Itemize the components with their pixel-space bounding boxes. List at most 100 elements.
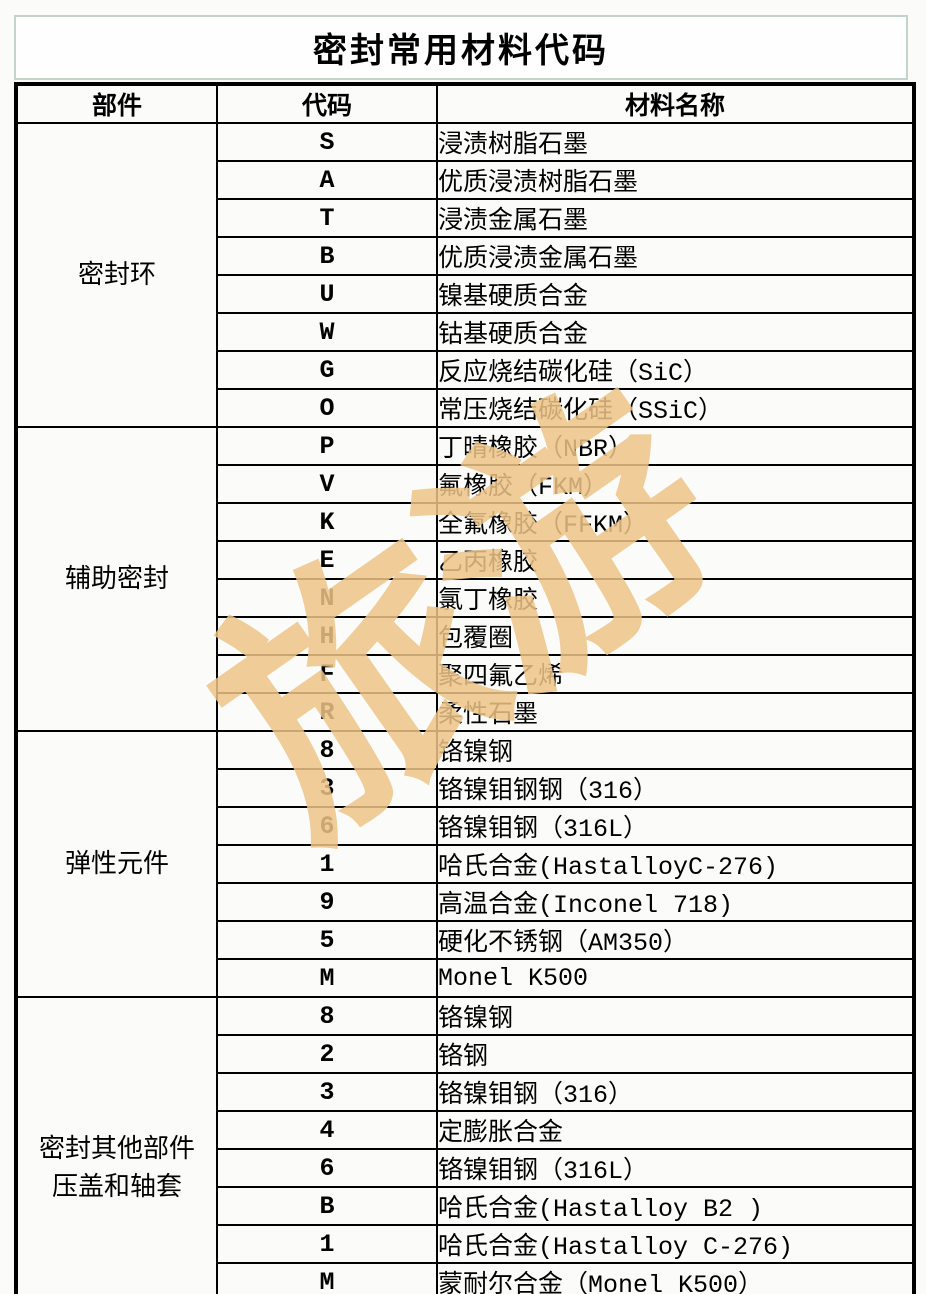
code-cell: K — [216, 502, 438, 542]
code-cell: U — [216, 274, 438, 314]
material-cell: 铬镍钼钢钢（316） — [436, 768, 915, 808]
material-cell: 聚四氟乙烯 — [436, 654, 915, 694]
table-row: F 聚四氟乙烯 — [16, 654, 915, 694]
code-cell: E — [216, 540, 438, 580]
code-cell: G — [216, 350, 438, 390]
code-cell: 3 — [216, 1072, 438, 1112]
part-cell: 弹性元件 — [15, 730, 218, 998]
material-cell: 浸渍金属石墨 — [436, 198, 915, 238]
title-box: 密封常用材料代码 — [14, 15, 908, 80]
table-row: T 浸渍金属石墨 — [16, 198, 915, 238]
code-cell: B — [216, 1186, 438, 1226]
code-cell: 9 — [216, 882, 438, 922]
code-cell: M — [216, 1262, 438, 1294]
table-row: B 优质浸渍金属石墨 — [16, 236, 915, 276]
code-cell: T — [216, 198, 438, 238]
table-row: 1 哈氏合金(HastalloyC-276) — [16, 844, 915, 884]
code-cell: 5 — [216, 920, 438, 960]
table-row: G 反应烧结碳化硅（SiC） — [16, 350, 915, 390]
code-cell: 1 — [216, 1224, 438, 1264]
table-header-row: 部件 代码 材料名称 — [15, 83, 915, 124]
table-row: 3 铬镍钼钢钢（316） — [16, 768, 915, 808]
table-row: V 氟橡胶（FKM） — [16, 464, 915, 504]
code-cell: R — [216, 692, 438, 732]
table-row: A 优质浸渍树脂石墨 — [16, 160, 915, 200]
table-row: 弹性元件 8 铬镍钢 — [15, 730, 915, 998]
code-cell: 2 — [216, 1034, 438, 1074]
material-cell: 优质浸渍金属石墨 — [436, 236, 915, 276]
table-row: 3 铬镍钼钢（316） — [16, 1072, 915, 1112]
material-cell: 铬镍钼钢（316） — [436, 1072, 915, 1112]
material-cell: Monel K500 — [436, 958, 915, 998]
material-cell: 硬化不锈钢（AM350） — [436, 920, 915, 960]
code-cell: 3 — [216, 768, 438, 808]
code-cell: F — [216, 654, 438, 694]
code-cell: A — [216, 160, 438, 200]
material-cell: 镍基硬质合金 — [436, 274, 915, 314]
material-cell: 哈氏合金(Hastalloy C-276) — [436, 1224, 915, 1264]
material-cell: 常压烧结碳化硅（SSiC） — [436, 388, 915, 428]
table-row: K 全氟橡胶（FFKM） — [16, 502, 915, 542]
column-header: 部件 — [15, 83, 218, 124]
column-header: 材料名称 — [436, 83, 915, 124]
material-cell: 高温合金(Inconel 718) — [436, 882, 915, 922]
code-cell: H — [216, 616, 438, 656]
table-row: W 钴基硬质合金 — [16, 312, 915, 352]
table-row: 4 定膨胀合金 — [16, 1110, 915, 1150]
table-row: E 乙丙橡胶 — [16, 540, 915, 580]
table-row: 9 高温合金(Inconel 718) — [16, 882, 915, 922]
code-cell: 6 — [216, 806, 438, 846]
material-cell: 钴基硬质合金 — [436, 312, 915, 352]
material-cell: 浸渍树脂石墨 — [436, 122, 915, 162]
material-cell: 反应烧结碳化硅（SiC） — [436, 350, 915, 390]
table-row: M 蒙耐尔合金（Monel K500） — [16, 1262, 915, 1294]
part-cell: 密封环 — [15, 122, 218, 428]
code-cell: 6 — [216, 1148, 438, 1188]
part-cell: 辅助密封 — [15, 426, 218, 732]
material-codes-table: 部件 代码 材料名称 密封环 S 浸渍树脂石墨 A 优质浸渍树脂石墨 T 浸渍金属石墨 B 优质浸渍… — [14, 82, 916, 1294]
code-cell: S — [216, 122, 438, 162]
material-cell: 哈氏合金(Hastalloy B2 ) — [436, 1186, 915, 1226]
table-row: 1 哈氏合金(Hastalloy C-276) — [16, 1224, 915, 1264]
material-cell: 定膨胀合金 — [436, 1110, 915, 1150]
material-cell: 包覆圈 — [436, 616, 915, 656]
table-row: U 镍基硬质合金 — [16, 274, 915, 314]
material-cell: 蒙耐尔合金（Monel K500） — [436, 1262, 915, 1294]
code-cell: N — [216, 578, 438, 618]
table-row: B 哈氏合金(Hastalloy B2 ) — [16, 1186, 915, 1226]
code-cell: 8 — [216, 730, 438, 770]
table-row: R 柔性石墨 — [16, 692, 915, 732]
material-cell: 哈氏合金(HastalloyC-276) — [436, 844, 915, 884]
code-cell: 4 — [216, 1110, 438, 1150]
material-cell: 铬钢 — [436, 1034, 915, 1074]
table-row: M Monel K500 — [16, 958, 915, 998]
material-cell: 铬镍钼钢（316L） — [436, 806, 915, 846]
material-cell: 全氟橡胶（FFKM） — [436, 502, 915, 542]
code-cell: W — [216, 312, 438, 352]
table-row: 2 铬钢 — [16, 1034, 915, 1074]
material-cell: 优质浸渍树脂石墨 — [436, 160, 915, 200]
table-row: 6 铬镍钼钢（316L） — [16, 806, 915, 846]
code-cell: O — [216, 388, 438, 428]
column-header: 代码 — [216, 83, 438, 124]
material-cell: 铬镍钢 — [436, 730, 915, 770]
table-row: 密封环 S 浸渍树脂石墨 — [15, 122, 915, 428]
table-row: O 常压烧结碳化硅（SSiC） — [16, 388, 915, 428]
material-cell: 铬镍钢 — [436, 996, 915, 1036]
table-body: 密封环 S 浸渍树脂石墨 A 优质浸渍树脂石墨 T 浸渍金属石墨 B 优质浸渍金属石墨 U 镍基硬质… — [15, 122, 915, 1294]
material-cell: 柔性石墨 — [436, 692, 915, 732]
material-cell: 氟橡胶（FKM） — [436, 464, 915, 504]
code-cell: M — [216, 958, 438, 998]
material-cell: 乙丙橡胶 — [436, 540, 915, 580]
table-row: 密封其他部件 压盖和轴套 8 铬镍钢 — [15, 996, 915, 1294]
material-cell: 铬镍钼钢（316L） — [436, 1148, 915, 1188]
code-cell: B — [216, 236, 438, 276]
material-cell: 丁晴橡胶（NBR） — [436, 426, 915, 466]
table-row: 5 硬化不锈钢（AM350） — [16, 920, 915, 960]
table-row: 辅助密封 P 丁晴橡胶（NBR） — [15, 426, 915, 732]
code-cell: 8 — [216, 996, 438, 1036]
table-row: N 氯丁橡胶 — [16, 578, 915, 618]
material-cell: 氯丁橡胶 — [436, 578, 915, 618]
table-row: 6 铬镍钼钢（316L） — [16, 1148, 915, 1188]
